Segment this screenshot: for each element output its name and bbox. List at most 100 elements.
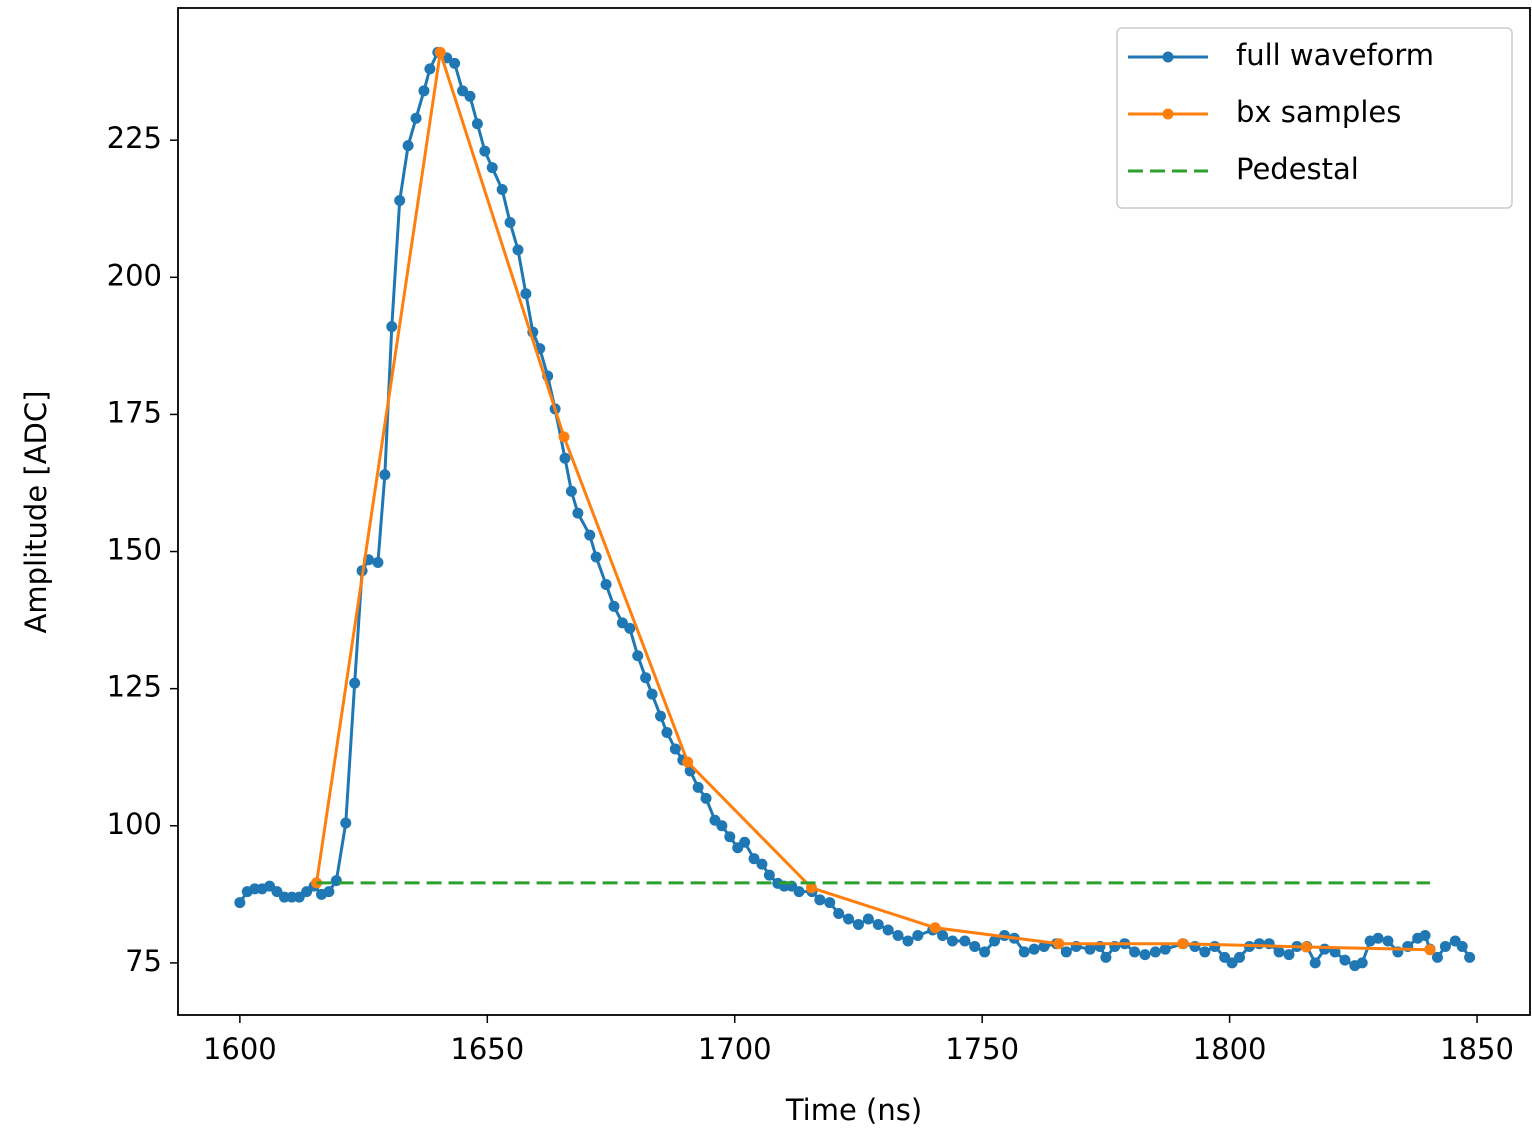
data-point [640,672,652,684]
data-point [600,578,612,590]
plot-frame [177,7,1531,1016]
data-point [479,145,491,157]
x-tick-label: 1800 [1193,1032,1267,1066]
data-point [330,875,342,887]
data-point [682,756,694,768]
data-point [410,112,422,124]
data-point [748,853,760,865]
x-tick-label: 1650 [450,1032,524,1066]
x-tick-label: 1850 [1440,1032,1514,1066]
data-point [496,184,508,196]
data-point [872,919,884,931]
data-point [805,882,817,894]
legend-label: full waveform [1236,38,1434,72]
y-tick-label: 225 [107,121,162,155]
y-tick-label: 200 [107,258,162,292]
data-point [969,940,981,952]
data-point [692,781,704,793]
data-point [418,85,430,97]
data-point [590,551,602,563]
data-point [1234,951,1246,963]
data-point [1300,941,1312,953]
data-point [1464,951,1476,963]
data-point [946,935,958,947]
data-point [1273,946,1285,958]
y-tick-label: 100 [107,807,162,841]
data-point [1431,951,1443,963]
data-point [349,677,361,689]
data-point [1199,946,1211,958]
data-point [646,688,658,700]
data-point [1209,940,1221,952]
data-point [1060,946,1072,958]
y-tick-label: 75 [125,944,162,978]
data-point [979,946,991,958]
data-point [340,817,352,829]
data-point [520,288,532,300]
data-point [1177,938,1189,950]
data-point [833,908,845,920]
data-point [814,894,826,906]
data-point [793,886,805,898]
data-point [394,195,406,207]
data-point [372,557,384,569]
data-point [1129,946,1141,958]
data-point [1139,949,1151,961]
data-point [624,622,636,634]
data-point [892,929,904,941]
data-point [504,216,516,228]
data-point [572,507,584,519]
x-tick-label: 1600 [203,1032,277,1066]
data-point [1439,940,1451,952]
data-point [558,431,570,443]
data-point [852,919,864,931]
data-point [234,897,246,909]
data-point [386,321,398,333]
data-point [424,63,436,75]
data-point [1028,943,1040,955]
y-tick-label: 150 [107,533,162,567]
data-point [756,858,768,870]
x-axis-label: Time (ns) [785,1093,922,1127]
data-point [559,452,571,464]
legend-marker [1162,51,1174,63]
data-point [434,46,446,58]
data-point [700,792,712,804]
data-point [843,913,855,925]
data-point [1038,940,1050,952]
data-point [724,831,736,843]
x-tick-label: 1750 [945,1032,1019,1066]
data-point [1372,932,1384,944]
data-point [882,924,894,936]
y-tick-label: 125 [107,670,162,704]
data-point [608,600,620,612]
data-point [1309,957,1321,969]
data-point [464,90,476,102]
data-point [1319,943,1331,955]
data-point [655,710,667,722]
legend-marker [1162,108,1174,120]
data-point [1084,943,1096,955]
data-point [937,929,949,941]
data-point [584,529,596,541]
data-point [862,913,874,925]
series-line [315,51,1431,952]
data-point [632,650,644,662]
data-point [1253,938,1265,950]
data-point [379,469,391,481]
legend-label: bx samples [1236,95,1401,129]
data-point [512,244,524,256]
data-point [929,922,941,934]
data-point [1053,938,1065,950]
data-point [1283,949,1295,961]
data-point [763,869,775,881]
legend-label: Pedestal [1236,152,1359,186]
data-point [1100,951,1112,963]
data-point [1339,954,1351,966]
data-point [959,935,971,947]
legend-box [1116,27,1513,209]
data-point [824,897,836,909]
data-point [449,57,461,69]
data-point [661,727,673,739]
